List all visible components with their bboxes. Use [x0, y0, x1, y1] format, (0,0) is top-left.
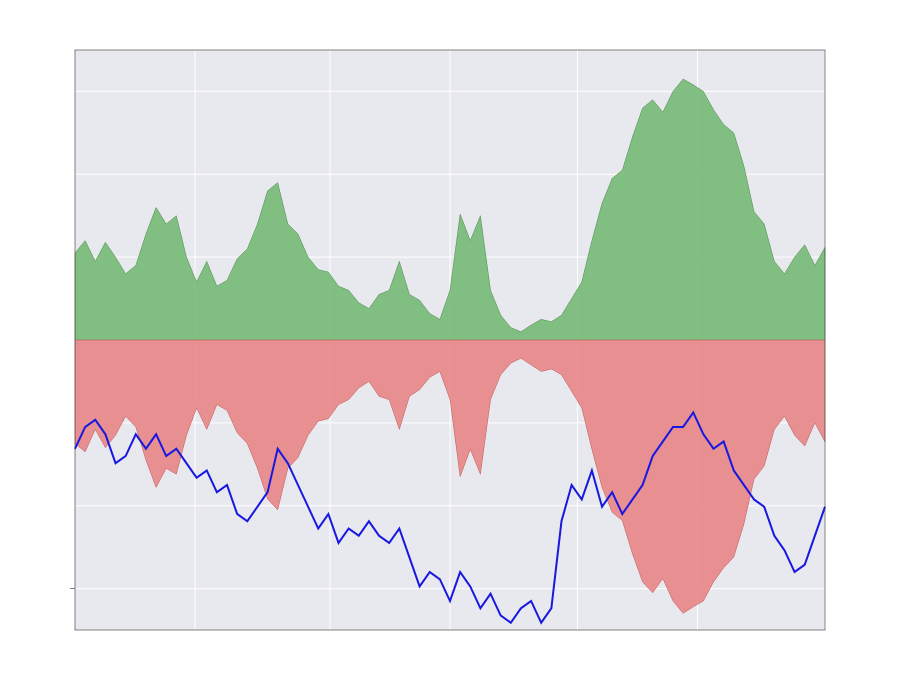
chart-svg	[0, 0, 900, 700]
chart-container	[0, 0, 900, 700]
